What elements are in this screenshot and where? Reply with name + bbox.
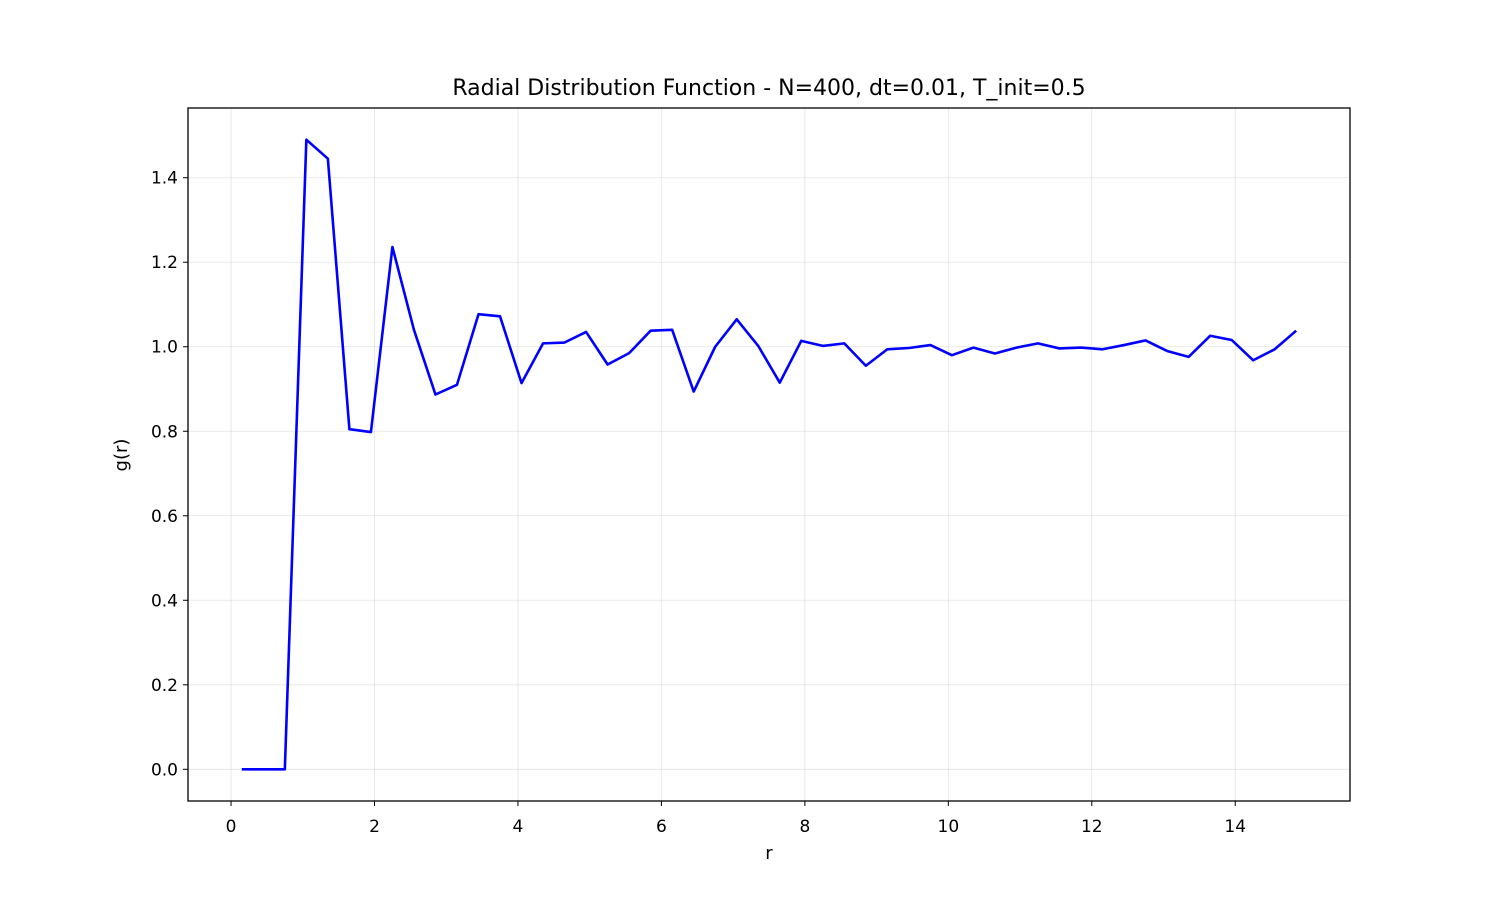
x-tick-label: 2	[369, 817, 380, 837]
x-tick-label: 12	[1081, 817, 1103, 837]
x-tick-label: 4	[513, 817, 524, 837]
y-tick-label: 1.0	[151, 338, 178, 358]
plot-frame	[187, 107, 1351, 802]
series-layer	[241, 138, 1298, 771]
y-axis-label: g(r)	[111, 439, 132, 472]
y-tick-label: 0.2	[151, 676, 178, 696]
y-tick-label: 1.2	[151, 253, 178, 273]
x-axis-label: r	[765, 843, 773, 864]
x-tick-label: 14	[1224, 817, 1246, 837]
y-tick-label: 0.6	[151, 507, 178, 527]
y-tick-label: 0.8	[151, 422, 178, 442]
y-tick-label: 0.4	[151, 591, 178, 611]
x-tick-label: 0	[226, 817, 237, 837]
x-tick-label: 8	[799, 817, 810, 837]
y-tick-label: 0.0	[151, 760, 178, 780]
chart-title: Radial Distribution Function - N=400, dt…	[452, 76, 1085, 101]
g-r-series-line	[241, 138, 1298, 771]
y-tick-label: 1.4	[151, 169, 178, 189]
ticks: 0 2 4 6 8 10 12 14 0.0 0.2 0.4 0.6 0.8 1.0 1.2 1.4	[151, 169, 1246, 837]
x-tick-label: 6	[656, 817, 667, 837]
x-tick-label: 10	[938, 817, 960, 837]
